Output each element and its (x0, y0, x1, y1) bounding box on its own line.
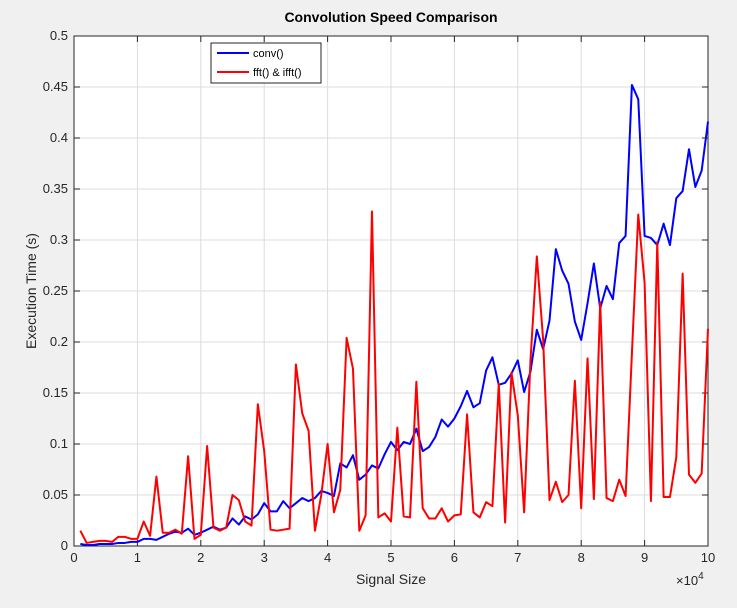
axes-box (73, 35, 709, 547)
x-tick-label: 2 (197, 550, 204, 565)
y-tick-label: 0.15 (43, 385, 68, 400)
x-multiplier: ×104 (676, 571, 704, 588)
legend-text: conv() (253, 48, 284, 60)
x-tick-label: 6 (451, 550, 458, 565)
x-tick-label: 9 (641, 550, 648, 565)
x-tick-label: 4 (324, 550, 331, 565)
y-tick-label: 0.3 (50, 232, 68, 247)
y-tick-label: 0.4 (50, 130, 68, 145)
x-tick-label: 3 (261, 550, 268, 565)
y-tick-label: 0.1 (50, 436, 68, 451)
y-tick-label: 0.25 (43, 283, 68, 298)
x-multiplier-exponent: 4 (698, 571, 704, 582)
legend-text: fft() & ifft() (253, 67, 302, 79)
y-axis-label: Execution Time (s) (23, 233, 39, 349)
x-tick-label: 5 (387, 550, 394, 565)
y-tick-label: 0.05 (43, 487, 68, 502)
x-axis-label: Signal Size (356, 571, 426, 587)
y-tick-label: 0.5 (50, 28, 68, 43)
x-multiplier-base: ×10 (676, 573, 698, 588)
x-tick-label: 7 (514, 550, 521, 565)
series-line (79, 210, 709, 544)
y-tick-label: 0.45 (43, 79, 68, 94)
y-tick-label: 0 (61, 538, 68, 553)
series-line (80, 83, 709, 546)
legend-box (210, 42, 322, 84)
x-tick-label: 10 (701, 550, 715, 565)
x-tick-label: 1 (134, 550, 141, 565)
chart-title: Convolution Speed Comparison (284, 9, 497, 25)
y-tick-label: 0.2 (50, 334, 68, 349)
y-tick-label: 0.35 (43, 181, 68, 196)
x-tick-label: 8 (578, 550, 585, 565)
x-tick-label: 0 (70, 550, 77, 565)
